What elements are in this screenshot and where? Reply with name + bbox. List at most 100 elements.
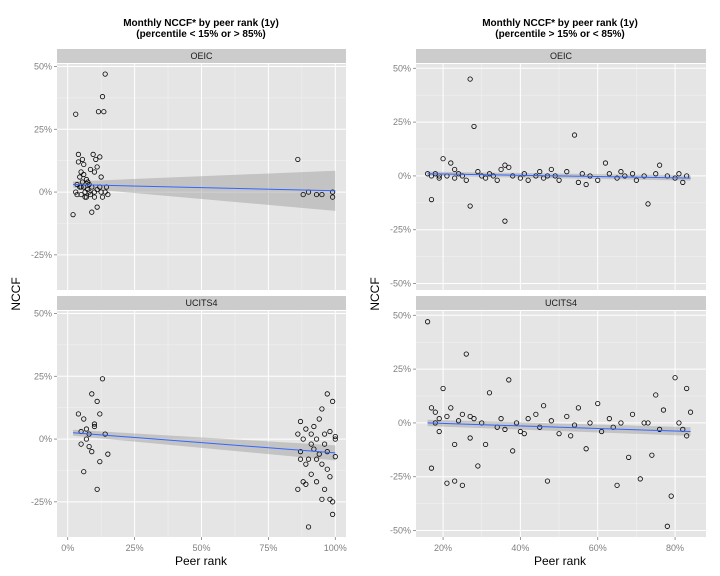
data-point bbox=[94, 204, 100, 210]
data-point bbox=[105, 451, 111, 457]
y-tick-label: 25% bbox=[393, 364, 411, 374]
data-point bbox=[475, 463, 481, 469]
data-point bbox=[102, 71, 108, 77]
facet-strip bbox=[416, 296, 706, 310]
data-point bbox=[428, 465, 435, 471]
data-point bbox=[452, 441, 458, 448]
data-point bbox=[587, 420, 593, 426]
data-point bbox=[606, 171, 612, 177]
y-tick-label: 50% bbox=[393, 63, 411, 73]
data-point bbox=[548, 166, 554, 173]
data-point bbox=[486, 390, 493, 396]
data-point bbox=[436, 416, 442, 422]
data-point bbox=[330, 511, 336, 518]
data-point bbox=[81, 161, 87, 168]
data-point bbox=[308, 431, 314, 437]
data-point bbox=[330, 398, 336, 404]
data-point bbox=[330, 189, 336, 195]
data-point bbox=[660, 407, 667, 413]
y-tick-label: 25% bbox=[393, 117, 411, 127]
data-point bbox=[564, 413, 570, 420]
data-point bbox=[324, 391, 330, 397]
data-point bbox=[595, 400, 601, 407]
data-point bbox=[471, 123, 477, 130]
data-point bbox=[313, 191, 320, 198]
data-point bbox=[89, 449, 95, 455]
data-point bbox=[98, 189, 104, 195]
data-point bbox=[105, 191, 111, 198]
facet-strip-label: OEIC bbox=[190, 51, 213, 61]
data-point bbox=[428, 405, 435, 411]
data-point bbox=[89, 391, 95, 397]
data-point bbox=[321, 441, 328, 447]
data-point bbox=[308, 471, 314, 477]
data-point bbox=[91, 423, 98, 430]
data-point bbox=[432, 409, 438, 415]
data-point bbox=[95, 109, 102, 115]
data-point bbox=[313, 436, 320, 442]
data-point bbox=[684, 385, 690, 392]
data-point bbox=[575, 405, 582, 411]
data-point bbox=[606, 416, 612, 422]
x-tick-label: 75% bbox=[259, 543, 277, 553]
y-tick-label: -25% bbox=[31, 497, 52, 507]
data-point bbox=[436, 175, 442, 181]
data-point bbox=[649, 452, 655, 458]
data-point bbox=[89, 209, 95, 215]
data-point bbox=[687, 409, 694, 415]
y-tick-label: 0% bbox=[398, 418, 411, 428]
data-point bbox=[517, 175, 524, 181]
data-point bbox=[295, 486, 301, 492]
data-point bbox=[521, 171, 527, 177]
data-point bbox=[319, 496, 325, 502]
data-point bbox=[556, 431, 562, 437]
data-point bbox=[321, 486, 328, 492]
data-point bbox=[297, 418, 304, 425]
data-point bbox=[533, 411, 539, 417]
data-point bbox=[448, 160, 454, 166]
data-point bbox=[86, 189, 92, 195]
data-point bbox=[482, 175, 489, 181]
data-point bbox=[633, 177, 640, 183]
data-point bbox=[537, 424, 543, 430]
data-point bbox=[327, 474, 333, 480]
data-point bbox=[428, 197, 435, 203]
data-point bbox=[452, 175, 458, 181]
x-tick-label: 0% bbox=[61, 543, 74, 553]
data-point bbox=[490, 173, 496, 179]
data-point bbox=[664, 523, 670, 529]
data-point bbox=[676, 420, 682, 426]
data-point bbox=[311, 423, 317, 430]
facet-panel: UCITS4 -50% -25% 0% 25% 50% 20% 40% 60% 80% bbox=[390, 296, 706, 553]
data-point bbox=[93, 156, 99, 163]
x-tick-label: 50% bbox=[192, 543, 210, 553]
data-point bbox=[595, 177, 601, 183]
data-point bbox=[81, 469, 87, 475]
data-point bbox=[486, 171, 493, 177]
data-point bbox=[656, 426, 663, 432]
data-point bbox=[598, 428, 605, 435]
data-point bbox=[583, 446, 589, 452]
data-point bbox=[303, 461, 309, 467]
x-tick-label: 80% bbox=[666, 543, 684, 553]
facet-panel: UCITS4 -25% 0% 25% 50% 0% 25% 50% 75% 100% bbox=[31, 296, 347, 553]
y-tick-label: 50% bbox=[34, 62, 52, 72]
data-point bbox=[629, 411, 636, 417]
data-point bbox=[77, 174, 83, 180]
data-point bbox=[87, 191, 94, 198]
data-point bbox=[645, 420, 651, 426]
x-tick-label: 100% bbox=[324, 543, 347, 553]
data-point bbox=[440, 385, 446, 392]
data-point bbox=[482, 441, 489, 448]
data-point bbox=[75, 411, 82, 417]
y-tick-label: 25% bbox=[34, 124, 52, 134]
data-point bbox=[75, 159, 82, 165]
data-point bbox=[653, 171, 659, 177]
data-point bbox=[75, 151, 82, 157]
x-tick-label: 60% bbox=[589, 543, 607, 553]
data-point bbox=[498, 416, 504, 422]
data-point bbox=[498, 166, 504, 173]
data-point bbox=[668, 493, 674, 499]
data-point bbox=[319, 191, 325, 198]
